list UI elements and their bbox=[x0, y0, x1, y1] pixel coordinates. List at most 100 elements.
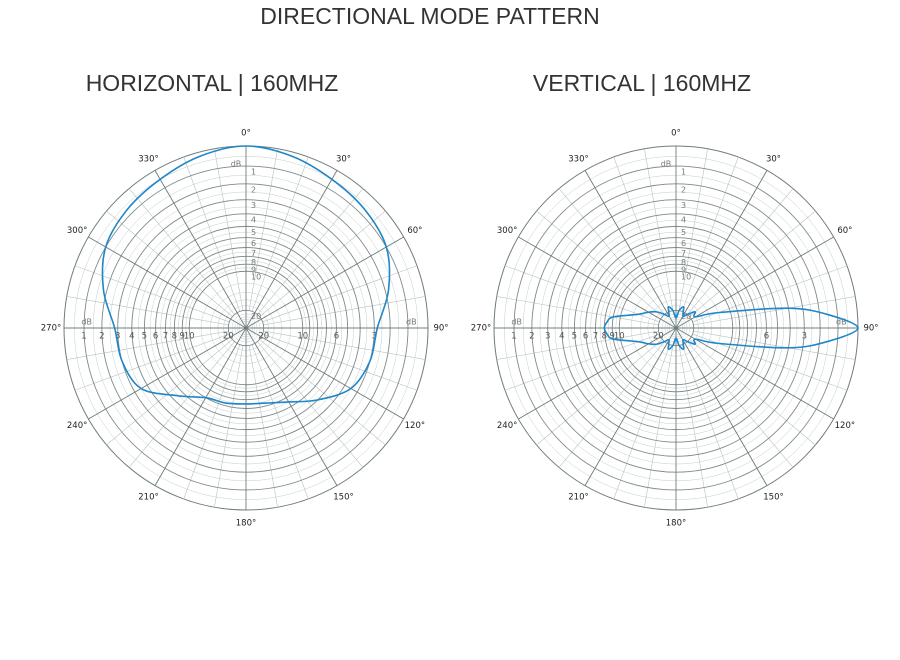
r-tick-label-top: 10 bbox=[251, 273, 261, 282]
minor-spoke bbox=[74, 265, 230, 323]
minor-spoke bbox=[257, 341, 364, 468]
r-tick-label-top: 2 bbox=[251, 185, 256, 194]
theta-tick-label: 330° bbox=[568, 155, 588, 165]
theta-tick-label: 0° bbox=[671, 129, 681, 139]
r-tick-label-top: 8 bbox=[251, 258, 256, 267]
r-tick-label: 3 bbox=[545, 332, 550, 342]
r-tick-label-right: 3 bbox=[372, 332, 377, 342]
minor-spoke bbox=[128, 341, 235, 468]
unit-label: dB bbox=[836, 318, 847, 327]
minor-spoke bbox=[644, 148, 674, 311]
theta-tick-label: 150° bbox=[333, 492, 353, 502]
minor-spoke bbox=[681, 344, 739, 500]
minor-spoke bbox=[262, 333, 418, 391]
theta-tick-label: 60° bbox=[407, 226, 422, 236]
minor-spoke bbox=[678, 148, 708, 311]
theta-tick-label: 120° bbox=[835, 421, 855, 431]
theta-tick-label: 90° bbox=[863, 324, 878, 334]
unit-label: dB bbox=[406, 318, 417, 327]
minor-spoke bbox=[248, 148, 278, 311]
theta-tick-label: 0° bbox=[241, 129, 251, 139]
r-tick-label-top: 4 bbox=[251, 215, 256, 224]
r-tick-label-top: 20 bbox=[681, 312, 691, 321]
r-tick-label: 6 bbox=[153, 332, 158, 342]
unit-label: dB bbox=[661, 160, 672, 169]
r-tick-label-right: 10 bbox=[297, 332, 308, 342]
r-tick-label-top: 7 bbox=[251, 249, 256, 258]
minor-spoke bbox=[259, 210, 386, 317]
minor-spoke bbox=[262, 265, 418, 323]
minor-spoke bbox=[251, 156, 309, 312]
minor-spoke bbox=[693, 330, 856, 360]
r-tick-label: 5 bbox=[572, 332, 577, 342]
unit-label: dB bbox=[511, 318, 522, 327]
theta-tick-label: 90° bbox=[433, 324, 448, 334]
pattern-line bbox=[101, 145, 391, 405]
theta-tick-label: 270° bbox=[41, 324, 61, 334]
theta-tick-label: 330° bbox=[138, 155, 158, 165]
spoke bbox=[675, 327, 834, 420]
r-tick-label-top: 9 bbox=[681, 266, 686, 275]
r-tick-label-top: 6 bbox=[251, 239, 256, 248]
minor-spoke bbox=[106, 339, 233, 446]
minor-spoke bbox=[681, 156, 739, 312]
spoke bbox=[584, 327, 677, 486]
spoke bbox=[584, 170, 677, 329]
chart-title: HORIZONTAL | 160MHZ bbox=[86, 70, 339, 96]
minor-spoke bbox=[183, 344, 241, 500]
r-tick-label: 9 bbox=[180, 332, 185, 342]
minor-spoke bbox=[693, 296, 856, 326]
theta-tick-label: 150° bbox=[763, 492, 783, 502]
minor-spoke bbox=[128, 188, 235, 315]
theta-tick-label: 30° bbox=[766, 155, 781, 165]
minor-spoke bbox=[504, 333, 660, 391]
r-tick-label: 7 bbox=[593, 332, 598, 342]
theta-tick-label: 210° bbox=[138, 492, 158, 502]
minor-spoke bbox=[263, 330, 426, 360]
r-tick-label: 5 bbox=[142, 332, 147, 342]
r-tick-label-right: 20 bbox=[258, 332, 269, 342]
r-tick-label: 1 bbox=[81, 332, 86, 342]
r-tick-label-top: 5 bbox=[251, 228, 256, 237]
theta-tick-label: 180° bbox=[236, 519, 256, 529]
r-tick-label-top: 7 bbox=[681, 249, 686, 258]
theta-tick-label: 240° bbox=[497, 421, 517, 431]
r-tick-label-top: 1 bbox=[681, 168, 686, 177]
minor-spoke bbox=[504, 265, 660, 323]
r-tick-label-top: 2 bbox=[681, 185, 686, 194]
r-tick-label-top: 5 bbox=[681, 228, 686, 237]
spoke bbox=[675, 327, 768, 486]
minor-spoke bbox=[644, 345, 674, 508]
r-tick-label-top: 6 bbox=[681, 239, 686, 248]
theta-tick-label: 120° bbox=[405, 421, 425, 431]
spoke bbox=[245, 236, 404, 329]
r-tick-label-right: 6 bbox=[334, 332, 339, 342]
theta-tick-label: 60° bbox=[837, 226, 852, 236]
r-tick-label: 20 bbox=[223, 332, 234, 342]
spoke bbox=[245, 327, 338, 486]
r-tick-label-top: 1 bbox=[251, 168, 256, 177]
spoke bbox=[154, 327, 247, 486]
r-tick-label-right: 6 bbox=[764, 332, 769, 342]
theta-tick-label: 210° bbox=[568, 492, 588, 502]
theta-tick-label: 300° bbox=[67, 226, 87, 236]
unit-label: dB bbox=[81, 318, 92, 327]
minor-spoke bbox=[689, 339, 816, 446]
theta-tick-label: 30° bbox=[336, 155, 351, 165]
minor-spoke bbox=[689, 210, 816, 317]
minor-spoke bbox=[678, 345, 708, 508]
r-tick-label: 8 bbox=[172, 332, 177, 342]
r-tick-label-top: 3 bbox=[251, 201, 256, 210]
minor-spoke bbox=[214, 148, 244, 311]
r-tick-label: 7 bbox=[163, 332, 168, 342]
r-tick-label-top: 8 bbox=[681, 258, 686, 267]
spoke bbox=[88, 236, 247, 329]
minor-spoke bbox=[536, 339, 663, 446]
r-tick-label-right: 3 bbox=[802, 332, 807, 342]
minor-spoke bbox=[687, 341, 794, 468]
r-tick-label-top: 20 bbox=[251, 312, 261, 321]
theta-tick-label: 300° bbox=[497, 226, 517, 236]
minor-spoke bbox=[259, 339, 386, 446]
minor-spoke bbox=[496, 296, 659, 326]
